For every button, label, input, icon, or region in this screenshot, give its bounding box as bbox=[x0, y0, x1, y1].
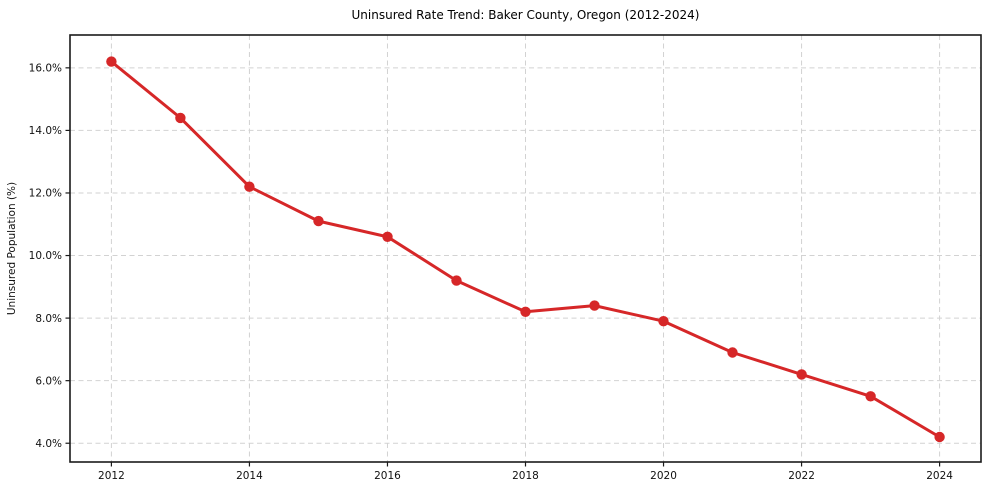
x-tick-label: 2014 bbox=[236, 470, 263, 482]
tick-labels: 4.0% 6.0% 8.0% 10.0% 12.0% 14.0% 16.0% 2012 2014… bbox=[29, 63, 954, 482]
y-tick-label: 14.0% bbox=[29, 125, 62, 137]
x-tick-label: 2016 bbox=[374, 470, 401, 482]
x-tick-label: 2024 bbox=[926, 470, 953, 482]
x-tick-label: 2020 bbox=[650, 470, 677, 482]
trend-line-series bbox=[106, 56, 945, 443]
data-point-2020 bbox=[658, 316, 669, 327]
data-point-2021 bbox=[727, 347, 738, 358]
data-point-2024 bbox=[934, 431, 945, 443]
y-tick-label: 10.0% bbox=[29, 250, 62, 262]
y-axis-label: Uninsured Population (%) bbox=[6, 182, 18, 315]
y-tick-label: 16.0% bbox=[29, 63, 62, 75]
data-point-2012 bbox=[106, 56, 117, 67]
axis-ticks bbox=[65, 67, 941, 467]
data-point-2019 bbox=[589, 300, 600, 311]
x-tick-label: 2022 bbox=[788, 470, 815, 482]
y-tick-label: 4.0% bbox=[35, 438, 62, 450]
y-tick-label: 12.0% bbox=[29, 188, 62, 200]
x-tick-label: 2012 bbox=[98, 470, 125, 482]
gridlines bbox=[70, 35, 981, 462]
y-tick-label: 6.0% bbox=[35, 375, 62, 387]
data-point-2017 bbox=[451, 275, 462, 286]
x-tick-label: 2018 bbox=[512, 470, 539, 482]
data-point-2014 bbox=[244, 181, 255, 192]
data-point-2013 bbox=[175, 112, 186, 124]
y-tick-label: 8.0% bbox=[35, 313, 62, 325]
chart-title: Uninsured Rate Trend: Baker County, Oreg… bbox=[352, 8, 700, 22]
data-point-2022 bbox=[796, 369, 807, 380]
data-point-2015 bbox=[313, 215, 324, 227]
data-point-2018 bbox=[520, 306, 531, 317]
data-point-2016 bbox=[382, 231, 393, 242]
data-point-2023 bbox=[865, 391, 876, 402]
